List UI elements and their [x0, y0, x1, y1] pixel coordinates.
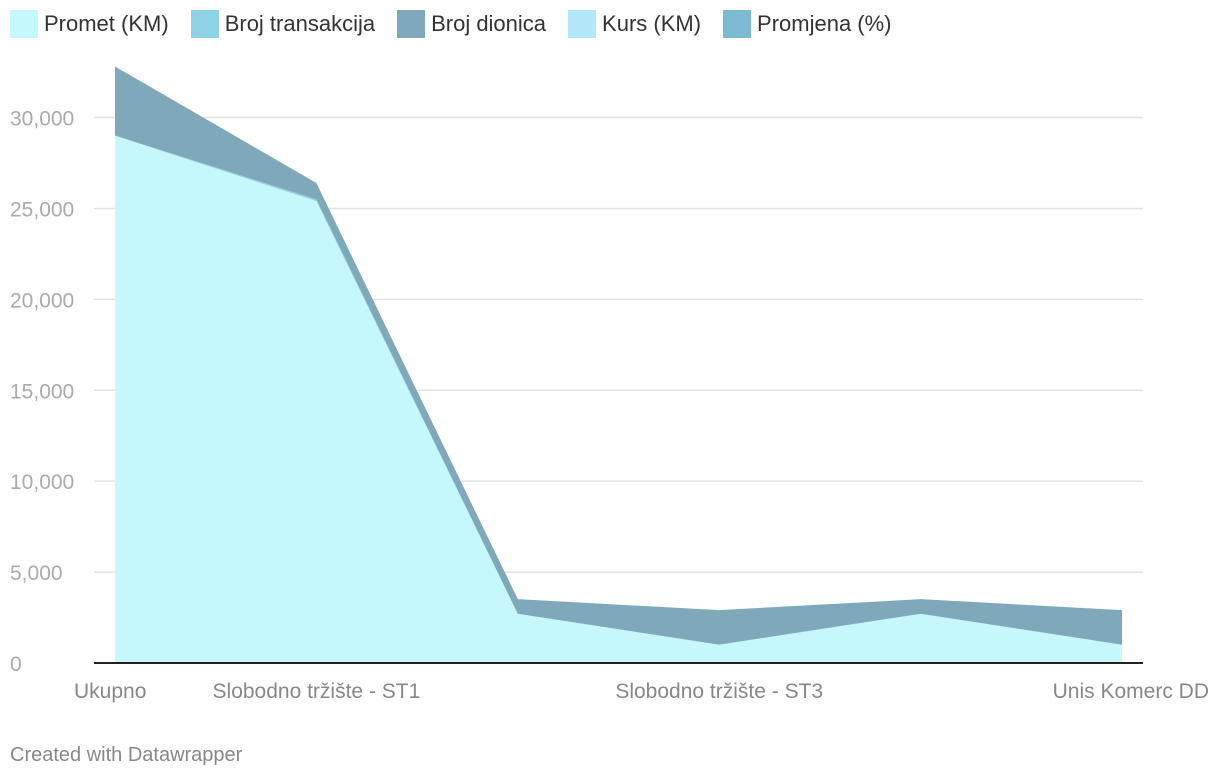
legend-item: Promjena (%) [723, 10, 892, 38]
y-tick-label: 15,000 [10, 380, 74, 403]
x-tick-label: Unis Komerc DD [1053, 680, 1209, 703]
legend-swatch [190, 10, 219, 38]
legend-item: Broj transakcija [190, 10, 376, 38]
y-tick-label: 25,000 [10, 198, 74, 221]
y-tick-label: 10,000 [10, 471, 74, 494]
legend-swatch [568, 10, 597, 38]
legend-swatch [723, 10, 752, 38]
legend-item: Broj dionica [397, 10, 546, 38]
legend-swatch [397, 10, 426, 38]
legend-label: Broj dionica [431, 11, 547, 36]
x-tick-label: Ukupno [74, 680, 146, 703]
area-series [115, 135, 1122, 663]
legend-label: Kurs (KM) [602, 11, 702, 36]
x-tick-label: Slobodno tržište - ST1 [213, 680, 421, 703]
legend-item: Kurs (KM) [568, 10, 701, 38]
legend-label: Promet (KM) [44, 11, 169, 36]
y-tick-label: 20,000 [10, 289, 74, 312]
credit-text: Created with Datawrapper [10, 744, 243, 766]
x-tick-label: Slobodno tržište - ST3 [615, 680, 823, 703]
legend-label: Broj transakcija [224, 11, 376, 36]
legend-item: Promet (KM) [10, 10, 169, 38]
y-tick-label: 30,000 [10, 108, 74, 131]
legend-label: Promjena (%) [757, 11, 892, 36]
y-tick-label: 5,000 [10, 562, 63, 585]
y-tick-label: 0 [10, 653, 22, 676]
chart-legend: Promet (KM) Broj transakcija Broj dionica K… [10, 10, 914, 38]
legend-swatch [10, 10, 38, 38]
